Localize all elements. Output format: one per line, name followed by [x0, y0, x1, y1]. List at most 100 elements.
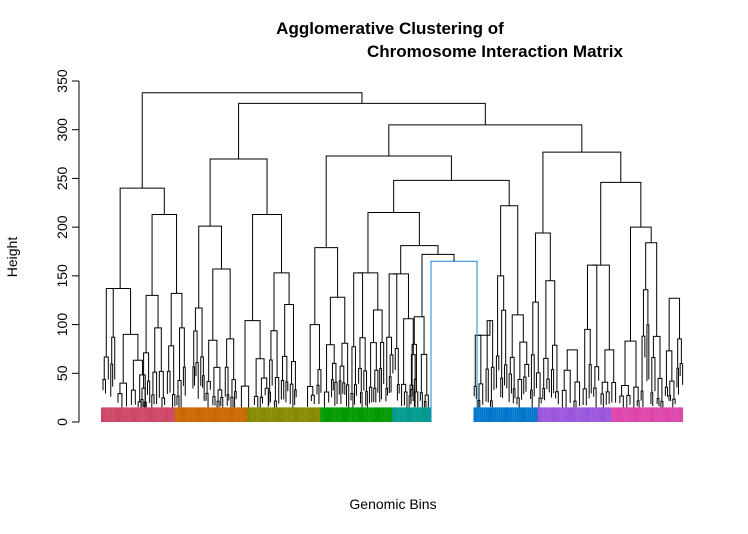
dendrogram-link — [358, 272, 379, 310]
y-tick-label: 250 — [54, 167, 70, 191]
dendrogram-link — [217, 389, 223, 402]
dendrogram-link — [268, 391, 271, 405]
dendrogram-link — [497, 275, 505, 356]
dendrogram-link — [269, 359, 273, 393]
dendrogram-link — [420, 353, 428, 396]
dendrogram-link — [600, 181, 642, 266]
dendrogram-link — [530, 389, 533, 408]
dendrogram-link — [202, 375, 205, 401]
dendrogram-link — [353, 272, 364, 347]
dendrogram-link — [552, 344, 558, 392]
dendrogram-link — [244, 320, 261, 387]
dendrogram-link — [414, 391, 419, 408]
dendrogram-link — [172, 394, 176, 408]
dendrogram-link — [206, 381, 211, 394]
y-tick-label: 50 — [54, 365, 70, 381]
dendrogram-link — [130, 389, 136, 405]
dendrogram-link — [388, 376, 392, 393]
dendrogram-link — [392, 273, 409, 319]
dendrogram-link — [338, 380, 342, 404]
dendrogram-link — [545, 280, 556, 359]
dendrogram-link — [519, 341, 528, 380]
dendrogram-link — [619, 395, 624, 408]
dendrogram-link — [334, 381, 338, 406]
dendrogram-link — [573, 400, 577, 408]
dendrogram-link — [621, 384, 629, 396]
dendrogram-link — [224, 366, 229, 397]
dendrogram-link — [586, 264, 598, 367]
dendrogram-link — [177, 380, 182, 408]
y-tick-label: 0 — [54, 418, 70, 426]
dendrogram-link — [532, 301, 539, 373]
dendrogram-link — [195, 362, 199, 399]
dendrogram-link — [176, 395, 180, 408]
y-tick-label: 100 — [54, 313, 70, 337]
dendrogram-link — [423, 400, 427, 408]
dendrogram-link — [307, 385, 314, 407]
dendrogram-link — [342, 382, 346, 395]
dendrogram-link — [359, 392, 363, 408]
dendrogram-link — [563, 369, 571, 403]
dendrogram-link — [542, 151, 622, 233]
y-tick-label: 300 — [54, 118, 70, 142]
dendrogram-link — [193, 330, 198, 367]
dendrogram-link — [323, 391, 330, 408]
dendrogram-link — [226, 394, 230, 406]
dendrogram-link — [477, 399, 481, 408]
dendrogram-link — [372, 309, 383, 343]
dendrogram-link — [289, 383, 294, 408]
dendrogram-link — [310, 394, 315, 404]
dendrogram-link — [314, 247, 339, 325]
dendrogram-link — [656, 398, 660, 407]
x-axis-label: Genomic Bins — [349, 496, 436, 512]
dendrogram-link — [198, 225, 222, 309]
dendrogram-link — [168, 345, 175, 395]
dendrogram-link — [594, 366, 600, 389]
dendrogram-link — [394, 347, 399, 385]
dendrogram-link — [419, 392, 423, 408]
y-tick-label: 150 — [54, 264, 70, 288]
dendrogram-link — [358, 367, 362, 393]
dendrogram-link — [209, 158, 268, 227]
dendrogram-link — [119, 187, 165, 289]
dendrogram-link — [669, 380, 675, 400]
dendrogram-link — [341, 342, 349, 385]
dendrogram-link — [109, 288, 132, 335]
dendrogram-link — [672, 398, 676, 408]
dendrogram-link — [143, 352, 150, 389]
dendrogram-link — [584, 328, 591, 389]
dendrogram-link — [253, 395, 259, 408]
dendrogram-link — [490, 366, 495, 401]
dendrogram-link — [192, 366, 196, 389]
dendrogram-link — [410, 389, 414, 403]
y-axis-label: Height — [4, 237, 20, 278]
dendrogram-link — [566, 349, 578, 382]
dendrogram-link — [509, 356, 515, 389]
dendrogram-link — [611, 381, 617, 403]
dendrogram-link — [212, 268, 231, 341]
dendrogram-link — [500, 377, 504, 398]
dendrogram-link — [170, 292, 183, 346]
dendrogram-link — [626, 394, 631, 408]
dendrogram-link — [512, 388, 516, 404]
dendrogram-link — [230, 396, 234, 408]
leaf-layer — [101, 407, 684, 422]
dendrogram-link — [535, 232, 551, 303]
dendrogram-link — [490, 400, 493, 408]
dendrogram-link — [604, 349, 615, 383]
dendrogram-link — [676, 367, 679, 395]
dendrogram-link — [624, 340, 637, 388]
dendrogram-link — [550, 369, 555, 398]
chart-title-line1: Agglomerative Clustering of — [276, 19, 504, 38]
dendrogram-link — [353, 384, 357, 405]
dendrogram-link — [154, 327, 162, 373]
dendrogram-link — [640, 390, 644, 408]
dendrogram-link — [561, 389, 567, 408]
dendrogram-link — [359, 337, 366, 371]
dendrogram-link — [652, 335, 661, 379]
dendrogram-link — [122, 333, 139, 384]
dendrogram-link — [389, 354, 394, 377]
dendrogram-links — [102, 92, 684, 422]
dendrogram-link — [273, 400, 277, 408]
